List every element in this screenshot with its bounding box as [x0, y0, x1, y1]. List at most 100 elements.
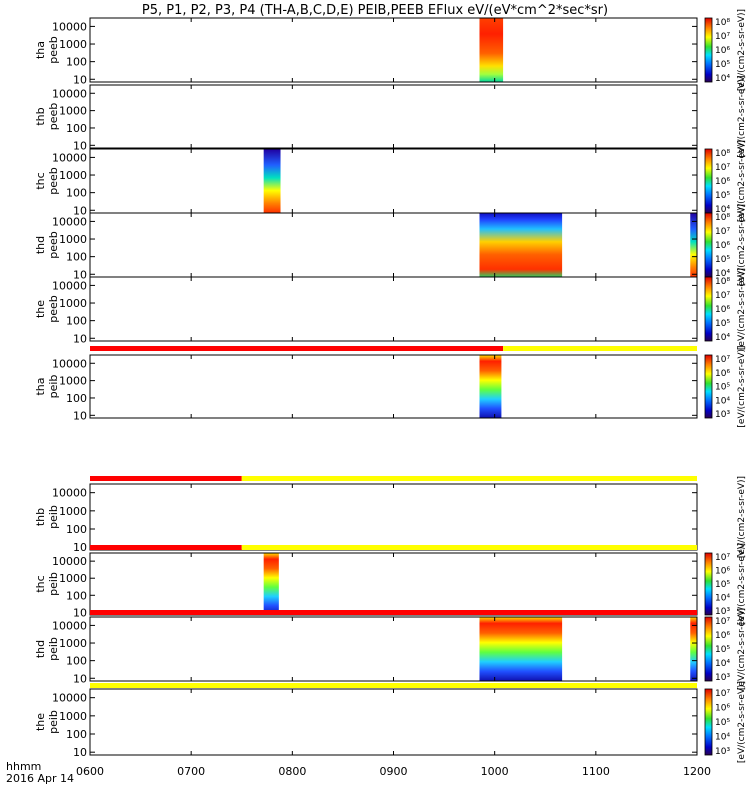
colorbar-tick-label: 10⁵ — [715, 580, 730, 590]
y-axis-label-product: peib — [47, 710, 60, 734]
spectrogram-block — [263, 553, 279, 615]
colorbar — [704, 148, 713, 214]
colorbar-tick-label: 10⁷ — [715, 163, 730, 173]
flag-bar-segment — [241, 545, 697, 550]
colorbar — [704, 552, 713, 616]
colorbar-tick-label: 10⁴ — [715, 205, 730, 215]
colorbar-label: [eV/(cm2-s-sr-eV)] — [737, 140, 747, 222]
colorbar-tick-label: 10⁴ — [715, 269, 730, 279]
colorbar-tick-label: 10⁷ — [715, 689, 730, 699]
colorbar-tick-label: 10⁶ — [715, 567, 730, 577]
flag-bar-segment — [90, 545, 242, 550]
colorbar-label: [eV/(cm2-s-sr-eV)] — [737, 681, 747, 763]
colorbar-tick-label: 10⁵ — [715, 60, 730, 70]
flag-bar-segment — [90, 346, 504, 351]
y-axis-label-probe: thd — [34, 236, 47, 254]
panel-frame — [89, 354, 698, 419]
y-tick-label: 1000 — [59, 297, 87, 310]
colorbar-label: [eV/(cm2-s-sr-eV)] — [737, 476, 747, 558]
spectrogram-block — [479, 617, 563, 681]
spectrogram-block — [479, 213, 563, 277]
spectrogram-block — [479, 355, 502, 418]
y-tick-label: 100 — [66, 589, 87, 602]
colorbar-label: [eV/(cm2-s-sr-eV)] — [737, 268, 747, 350]
panel-thc-peeb: 10 100 1000 10000 thc peeb 10⁴ 10⁵ 10⁶ 10⁷ 10⁸ [eV/… — [34, 140, 747, 222]
x-axis-label: hhmm — [6, 760, 41, 773]
flag-bar-segment — [241, 476, 697, 481]
colorbar — [704, 276, 713, 342]
panel-the-peeb: 10 100 1000 10000 the peeb 10⁴ 10⁵ 10⁶ 10⁷ 10⁸ [eV/… — [34, 268, 747, 350]
spectrogram-block — [690, 213, 697, 277]
colorbar — [704, 212, 713, 278]
y-axis-label-product: peib — [47, 637, 60, 661]
colorbar-tick-label: 10³ — [715, 410, 730, 420]
y-axis-label-probe: the — [34, 300, 47, 318]
colorbar-tick-label: 10⁸ — [715, 213, 730, 223]
y-axis-label-probe: thc — [34, 575, 47, 592]
y-tick-label: 100 — [66, 251, 87, 264]
colorbar-tick-label: 10⁷ — [715, 553, 730, 563]
colorbar-tick-label: 10⁴ — [715, 733, 730, 743]
y-tick-label: 1000 — [59, 38, 87, 51]
y-tick-label: 10 — [73, 672, 87, 685]
y-axis-label-probe: thd — [34, 640, 47, 658]
flag-bar-segment — [90, 610, 697, 615]
y-tick-label: 100 — [66, 523, 87, 536]
y-tick-label: 10 — [73, 606, 87, 619]
x-tick-label: 0600 — [76, 765, 104, 778]
colorbar-tick-label: 10⁵ — [715, 191, 730, 201]
colorbar-tick-label: 10⁵ — [715, 718, 730, 728]
colorbar-tick-label: 10⁵ — [715, 645, 730, 655]
panel-thb-peeb: 10 100 1000 10000 thb peeb [eV/(cm2-s-sr-eV)] — [34, 75, 747, 157]
spectrogram-block — [690, 617, 697, 681]
y-tick-label: 10 — [73, 409, 87, 422]
colorbar-label: [eV/(cm2-s-sr-eV)] — [737, 543, 747, 625]
x-tick-label: 0700 — [177, 765, 205, 778]
y-tick-label: 1000 — [59, 505, 87, 518]
x-axis-date: 2016 Apr 14 — [6, 772, 74, 785]
panel-thd-peib: 10 100 1000 10000 thd peib 10³ 10⁴ 10⁵ 10⁶ 10⁷ [eV/… — [34, 608, 747, 690]
x-tick-label: 1100 — [582, 765, 610, 778]
colorbar-tick-label: 10⁶ — [715, 177, 730, 187]
colorbar-tick-label: 10⁷ — [715, 355, 730, 365]
y-axis-label-product: peib — [47, 375, 60, 399]
y-axis-label-product: peeb — [47, 295, 60, 323]
colorbar-tick-label: 10⁶ — [715, 704, 730, 714]
y-tick-label: 1000 — [59, 233, 87, 246]
y-tick-label: 1000 — [59, 572, 87, 585]
y-axis-label-product: peeb — [47, 36, 60, 64]
y-tick-label: 100 — [66, 315, 87, 328]
colorbar-label: [eV/(cm2-s-sr-eV)] — [737, 345, 747, 427]
colorbar — [704, 354, 713, 419]
colorbar-label: [eV/(cm2-s-sr-eV)] — [737, 75, 747, 157]
colorbar-tick-label: 10⁴ — [715, 594, 730, 604]
x-tick-label: 1200 — [683, 765, 711, 778]
colorbar-tick-label: 10⁶ — [715, 46, 730, 56]
y-tick-label: 10000 — [52, 20, 87, 33]
y-tick-label: 10 — [73, 541, 87, 554]
figure-title: P5, P1, P2, P3, P4 (TH-A,B,C,D,E) PEIB,P… — [142, 3, 608, 18]
colorbar-tick-label: 10⁷ — [715, 32, 730, 42]
y-axis-label-probe: the — [34, 713, 47, 731]
y-axis-label-probe: thc — [34, 172, 47, 189]
y-tick-label: 10 — [73, 139, 87, 152]
y-axis-label-product: peeb — [47, 231, 60, 259]
colorbar-label: [eV/(cm2-s-sr-eV)] — [737, 204, 747, 286]
y-axis-label-probe: tha — [34, 41, 47, 59]
y-tick-label: 1000 — [59, 105, 87, 118]
y-tick-label: 1000 — [59, 169, 87, 182]
spectrogram-block — [263, 149, 281, 213]
panel-the-peib: 10 100 1000 10000 the peib 10³ 10⁴ 10⁵ 10⁶ 10⁷ [eV/… — [34, 681, 747, 763]
y-tick-label: 1000 — [59, 637, 87, 650]
y-tick-label: 100 — [66, 187, 87, 200]
colorbar-tick-label: 10⁴ — [715, 396, 730, 406]
y-tick-label: 10000 — [52, 215, 87, 228]
colorbar-tick-label: 10⁷ — [715, 227, 730, 237]
colorbar-tick-label: 10⁴ — [715, 333, 730, 343]
y-tick-label: 10000 — [52, 619, 87, 632]
colorbar — [704, 17, 713, 83]
panel-frame — [89, 212, 698, 278]
colorbar-tick-label: 10⁴ — [715, 74, 730, 84]
